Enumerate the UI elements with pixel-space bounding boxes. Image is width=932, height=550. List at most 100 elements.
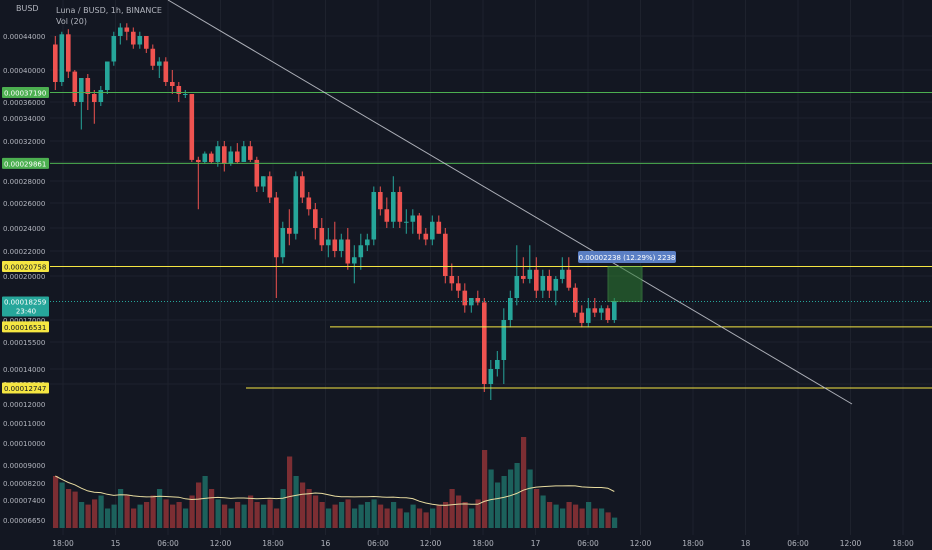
- price-tick-label: 0.00028000: [3, 178, 45, 186]
- level-tag-bg: [2, 261, 49, 273]
- current-price-label: 0.00018259: [4, 299, 46, 307]
- candle-body: [586, 308, 591, 323]
- volume-bar: [176, 502, 182, 528]
- candle-body: [365, 239, 370, 246]
- price-tick-label: 0.00010000: [3, 440, 45, 448]
- candle-body: [339, 239, 344, 251]
- volume-bar: [124, 495, 130, 528]
- volume-bar: [53, 476, 59, 528]
- level-price-tag: 0.00016531: [2, 321, 49, 333]
- volume-bar: [170, 504, 176, 528]
- volume-bar: [514, 463, 520, 528]
- volume-bar: [430, 508, 436, 528]
- candle-body: [332, 239, 338, 251]
- candle-body: [352, 257, 357, 264]
- volume-bar: [417, 508, 423, 528]
- volume-bar: [183, 508, 189, 528]
- price-tick-label: 0.00020000: [3, 273, 45, 281]
- candle-body: [124, 27, 130, 32]
- candle-body: [59, 34, 65, 82]
- time-tick-label: 18:00: [682, 539, 704, 548]
- price-tick-label: 0.00007400: [3, 497, 45, 505]
- volume-bar: [397, 508, 403, 528]
- volume-bar: [92, 499, 98, 528]
- measurement-box: [607, 266, 643, 303]
- candle-body: [345, 239, 351, 264]
- time-tick-label: 16: [321, 539, 331, 548]
- candle-body: [540, 276, 546, 291]
- candle-body: [404, 221, 409, 223]
- candle-body: [488, 369, 494, 384]
- candle-body: [287, 228, 292, 234]
- volume-bar: [540, 495, 546, 528]
- candle-body: [436, 221, 442, 234]
- candle-body: [560, 269, 565, 279]
- candle-body: [85, 78, 91, 94]
- volume-bar: [462, 502, 468, 528]
- candle-body: [605, 308, 611, 320]
- chart-header: Luna / BUSD, 1h, BINANCE Vol (20): [56, 5, 162, 27]
- candle-body: [547, 276, 552, 291]
- candle-body: [449, 276, 455, 284]
- candle-body: [98, 90, 104, 102]
- volume-bar: [144, 502, 150, 528]
- volume-bar: [365, 502, 371, 528]
- candle-body: [222, 146, 227, 164]
- price-tick-label: 0.00044000: [3, 33, 45, 41]
- current-tag-bg: [2, 296, 49, 317]
- candle-body: [430, 221, 435, 240]
- candle-body: [417, 215, 422, 234]
- level-tag-bg: [2, 157, 49, 169]
- time-tick-label: 06:00: [577, 539, 599, 548]
- measurement-label: 0.00002238 (12.29%) 2238: [579, 254, 676, 262]
- volume-bar: [306, 489, 312, 528]
- volume-bar: [449, 489, 455, 528]
- candle-body: [111, 36, 117, 62]
- volume-bar: [215, 499, 221, 528]
- candle-body: [157, 61, 162, 66]
- volume-bar: [196, 482, 202, 528]
- candle-body: [423, 233, 429, 240]
- current-countdown-label: 23:40: [16, 308, 36, 316]
- time-tick-label: 12:00: [420, 539, 442, 548]
- candle-body: [391, 192, 396, 222]
- volume-bar: [248, 495, 254, 528]
- volume-bar: [495, 482, 501, 528]
- volume-bar: [384, 508, 390, 528]
- candle-body: [105, 61, 110, 90]
- volume-bar: [378, 504, 384, 528]
- symbol-title: Luna / BUSD, 1h, BINANCE: [56, 6, 162, 15]
- candle-body: [228, 151, 234, 164]
- time-tick-label: 06:00: [787, 539, 809, 548]
- candle-body: [501, 320, 507, 360]
- time-tick-label: 18: [741, 539, 751, 548]
- volume-bar: [527, 469, 533, 528]
- candle-body: [313, 209, 318, 228]
- time-tick-label: 15: [111, 539, 121, 548]
- volume-bar: [501, 476, 507, 528]
- candle-body: [280, 228, 286, 258]
- candle-body: [150, 48, 156, 66]
- measurement-tag-bg: [578, 251, 676, 263]
- volume-bar: [566, 502, 572, 528]
- volume-bar: [228, 508, 234, 528]
- volume-bar: [150, 495, 156, 528]
- volume-bar: [163, 499, 169, 528]
- volume-bar: [482, 450, 488, 528]
- volume-bar: [326, 508, 332, 528]
- volume-bar: [131, 508, 137, 528]
- level-tag-bg: [2, 382, 49, 394]
- candle-body: [137, 36, 143, 45]
- candle-body: [326, 239, 331, 246]
- time-tick-label: 06:00: [367, 539, 389, 548]
- time-tick-label: 12:00: [210, 539, 232, 548]
- candle-body: [475, 298, 481, 303]
- volume-bar: [222, 504, 228, 528]
- level-price-tag: 0.00037190: [2, 86, 49, 98]
- volume-bar: [267, 499, 273, 528]
- level-tag-label: 0.00029861: [4, 160, 46, 168]
- price-tick-label: 0.00040000: [3, 67, 45, 75]
- volume-bar: [300, 482, 306, 528]
